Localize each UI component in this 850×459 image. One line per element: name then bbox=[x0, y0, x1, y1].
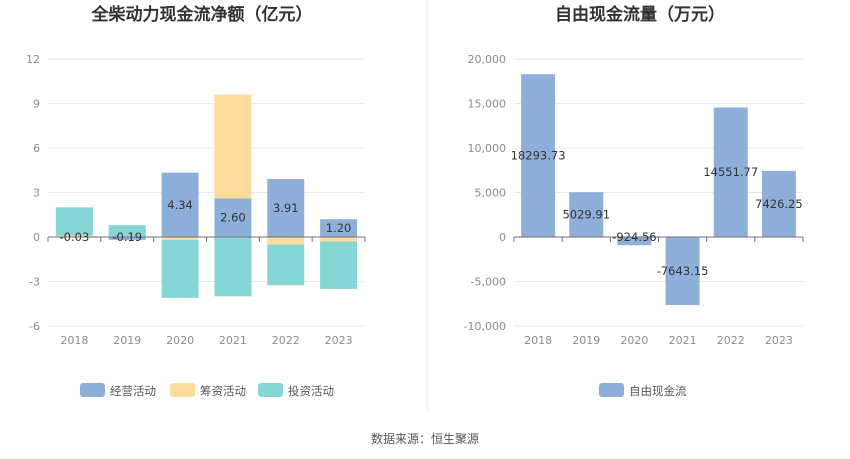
chart-1-y-tick-label: 3 bbox=[33, 187, 40, 200]
chart-2-data-label: 18293.73 bbox=[511, 149, 566, 163]
chart-2-legend: 自由现金流 bbox=[599, 383, 687, 398]
chart-1-data-labels: -0.03 -0.19 4.34 2.60 3.91 1.20 bbox=[60, 198, 352, 244]
chart-1-x-tick-label: 2022 bbox=[272, 334, 300, 347]
chart-2-bar-2019 bbox=[569, 192, 604, 237]
chart-1-bar-series-1-2019 bbox=[108, 237, 146, 240]
chart-2-x-tick-label: 2023 bbox=[765, 334, 793, 347]
chart-2-x-tick-label: 2021 bbox=[669, 334, 697, 347]
chart-1-y-tick-label: 12 bbox=[26, 53, 40, 66]
chart-1-x-tick-label: 2023 bbox=[325, 334, 353, 347]
chart-1-title: 全柴动力现金流净额（亿元） bbox=[91, 4, 313, 25]
chart-1-legend-swatch bbox=[170, 383, 195, 397]
chart-2-gridlines bbox=[514, 58, 803, 327]
chart-2-x-tick-label: 2022 bbox=[717, 334, 745, 347]
chart-1-legend-label: 投资活动 bbox=[288, 384, 334, 398]
chart-2-bar-2021 bbox=[665, 237, 700, 306]
data-source-note: 数据来源：恒生聚源 bbox=[371, 431, 479, 446]
chart-1-data-label: 1.20 bbox=[326, 221, 352, 235]
chart-1-bar-series-2-2021 bbox=[214, 94, 252, 199]
chart-1-bar-series-1-2021 bbox=[214, 198, 252, 237]
chart-2-bar-2022 bbox=[713, 107, 748, 237]
chart-2-data-labels: 18293.73 5029.91-924.56 -7643.15 14551.77 74… bbox=[511, 149, 803, 278]
chart-2-bar-2018 bbox=[521, 74, 556, 237]
chart-1-x-ticks: 2018 2019 2020 2021 2022 2023 bbox=[60, 334, 352, 347]
chart-2-legend-swatch bbox=[599, 383, 624, 397]
chart-2-x-tick-label: 2019 bbox=[572, 334, 600, 347]
chart-1-bar-series-2-2022 bbox=[267, 237, 305, 245]
chart-1-bar-series-1-2022 bbox=[267, 179, 305, 237]
chart-1-legend-label: 筹资活动 bbox=[200, 384, 246, 398]
chart-2-bar-2023 bbox=[761, 170, 796, 237]
chart-1-data-label: 4.34 bbox=[167, 198, 193, 212]
chart-1-bar-series-3-2019 bbox=[108, 225, 146, 237]
chart-1-bar-series-2-2020 bbox=[161, 237, 199, 240]
chart-2-data-label: -924.56 bbox=[612, 230, 656, 244]
chart-1-legend: 经营活动 筹资活动 投资活动 bbox=[80, 383, 334, 398]
chart-2-y-tick-label: -5,000 bbox=[471, 276, 506, 289]
chart-1-bar-series-3-2023 bbox=[320, 241, 358, 289]
chart-2-x-tick-label: 2020 bbox=[620, 334, 648, 347]
chart-1-bar-series-3-2018 bbox=[55, 207, 93, 236]
chart-2-x-axis bbox=[513, 236, 804, 242]
chart-2-data-label: 7426.25 bbox=[755, 197, 803, 211]
chart-1-legend-swatch bbox=[80, 383, 105, 397]
chart-2-legend-label: 自由现金流 bbox=[629, 384, 687, 398]
chart-1-bar-series-3-2022 bbox=[267, 244, 305, 286]
chart-1-gridlines bbox=[48, 58, 365, 327]
cash-flow-net-chart: 全柴动力现金流净额（亿元） -6 -3 0 3 6 9 12 2018 2019 2020 202… bbox=[26, 4, 366, 398]
free-cash-flow-chart: 自由现金流量（万元） -10,000 -5,000 0 5,000 10,000 15,0… bbox=[464, 4, 804, 398]
chart-2-y-tick-label: 20,000 bbox=[468, 53, 507, 66]
chart-2-y-tick-label: 10,000 bbox=[468, 142, 507, 155]
chart-2-bars bbox=[521, 74, 796, 306]
chart-1-legend-label: 经营活动 bbox=[110, 384, 156, 398]
chart-1-bar-series-2-2018 bbox=[55, 235, 93, 237]
chart-1-data-label: 3.91 bbox=[273, 201, 299, 215]
chart-1-y-ticks: -6 -3 0 3 6 9 12 bbox=[26, 53, 40, 333]
chart-2-x-ticks: 2018 2019 2020 2021 2022 2023 bbox=[524, 334, 793, 347]
chart-2-x-tick-label: 2018 bbox=[524, 334, 552, 347]
chart-2-y-tick-label: -10,000 bbox=[464, 320, 506, 333]
chart-1-legend-swatch bbox=[258, 383, 283, 397]
chart-1-x-tick-label: 2019 bbox=[113, 334, 141, 347]
chart-1-y-tick-label: -6 bbox=[29, 320, 40, 333]
chart-1-y-tick-label: 6 bbox=[33, 142, 40, 155]
chart-1-bar-series-3-2020 bbox=[161, 239, 199, 298]
chart-1-bar-series-2-2023 bbox=[320, 237, 358, 242]
chart-2-y-ticks: -10,000 -5,000 0 5,000 10,000 15,000 20,000 bbox=[464, 53, 506, 333]
chart-2-data-label: -7643.15 bbox=[657, 264, 709, 278]
chart-2-y-tick-label: 15,000 bbox=[468, 98, 507, 111]
chart-2-data-label: 14551.77 bbox=[703, 165, 758, 179]
chart-1-bar-series-1-2023 bbox=[320, 219, 358, 237]
chart-1-bars bbox=[55, 94, 358, 298]
chart-1-data-label: -0.03 bbox=[60, 230, 90, 244]
chart-2-data-label: 5029.91 bbox=[562, 208, 610, 222]
chart-1-x-tick-label: 2020 bbox=[166, 334, 194, 347]
chart-2-title: 自由现金流量（万元） bbox=[555, 4, 725, 25]
chart-1-data-label: -0.19 bbox=[112, 230, 142, 244]
chart-1-bar-series-3-2021 bbox=[214, 237, 252, 297]
chart-1-x-axis bbox=[47, 236, 366, 242]
chart-1-x-tick-label: 2018 bbox=[60, 334, 88, 347]
chart-1-x-tick-label: 2021 bbox=[219, 334, 247, 347]
chart-1-data-label: 2.60 bbox=[220, 211, 246, 225]
chart-1-y-tick-label: 9 bbox=[33, 98, 40, 111]
chart-2-bar-2020 bbox=[617, 237, 652, 246]
chart-2-y-tick-label: 0 bbox=[499, 231, 506, 244]
chart-1-y-tick-label: 0 bbox=[33, 231, 40, 244]
chart-1-y-tick-label: -3 bbox=[29, 276, 40, 289]
chart-1-bar-series-1-2020 bbox=[161, 172, 199, 237]
chart-2-y-tick-label: 5,000 bbox=[475, 187, 507, 200]
